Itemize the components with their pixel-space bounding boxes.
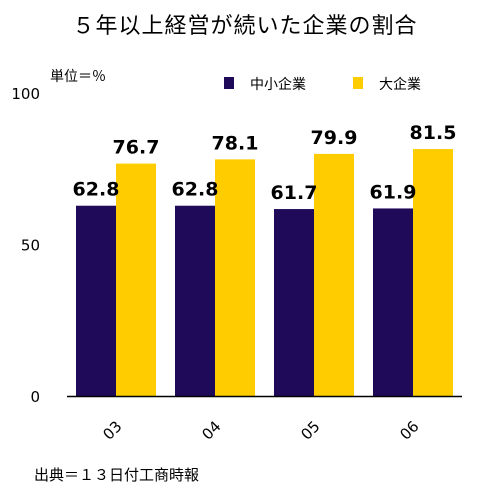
value-label: 61.7 [271,182,318,204]
x-tick-label: 05 [297,417,323,443]
y-tick-label: 100 [11,85,40,103]
value-label: 61.9 [370,181,417,203]
x-tick-label: 03 [99,417,125,443]
value-label: 81.5 [410,122,457,144]
x-axis: 03 04 05 06 [67,395,462,444]
value-label: 62.8 [73,179,120,201]
y-axis: 0 50 100 [11,85,40,406]
bar-large-03 [116,163,156,396]
legend: 中小企業 大企業 [224,76,421,93]
x-tick-label: 06 [396,417,422,443]
bar-sme-05 [274,209,314,396]
legend-label: 大企業 [379,76,421,93]
x-tick-label: 04 [198,417,224,443]
unit-label: 単位＝％ [50,69,106,85]
bar-sme-06 [373,208,413,396]
value-label: 76.7 [113,137,160,159]
legend-swatch-sme [224,77,234,89]
bar-large-04 [215,159,255,396]
y-tick-label: 0 [30,388,40,406]
bar-large-05 [314,153,354,396]
bar-large-06 [413,149,453,396]
legend-swatch-large [353,77,363,89]
source-note: 出典＝１３日付工商時報 [34,466,200,484]
value-labels: 62.8 76.7 62.8 78.1 61.7 79.9 61.9 81.5 [73,122,457,204]
bar-sme-03 [76,205,116,396]
bar-sme-04 [175,205,215,396]
value-label: 79.9 [311,127,358,149]
value-label: 62.8 [172,179,219,201]
legend-label: 中小企業 [250,76,306,93]
chart-title: ５年以上経営が続いた企業の割合 [72,14,418,39]
bars [76,149,453,396]
value-label: 78.1 [212,132,259,154]
y-tick-label: 50 [21,237,40,255]
